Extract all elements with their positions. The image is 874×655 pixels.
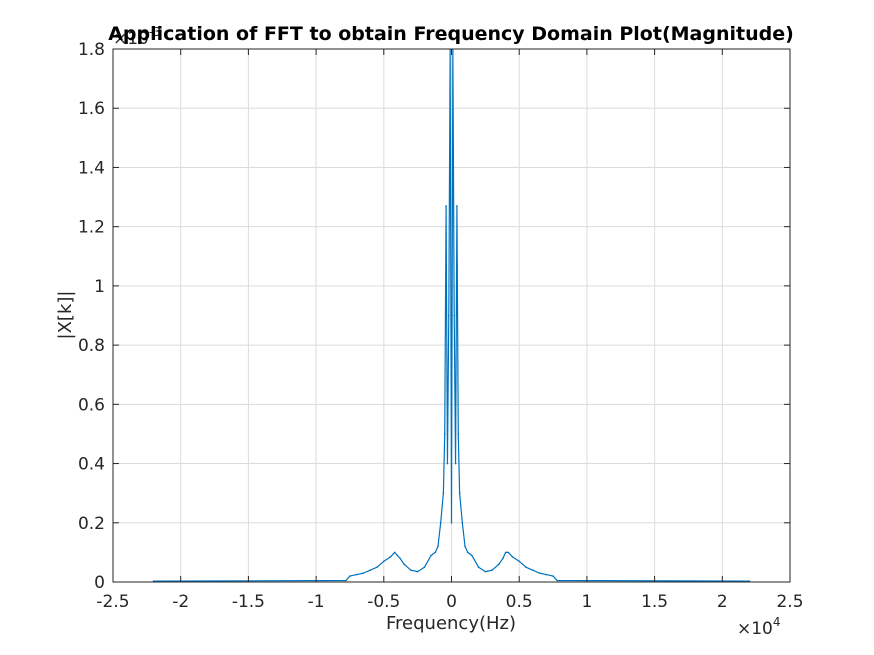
y-tick-label: 1 xyxy=(94,277,105,297)
y-tick-label: 1.6 xyxy=(78,99,105,119)
x-exponent: ×104 xyxy=(737,615,781,639)
data-point xyxy=(464,545,466,548)
data-layer xyxy=(152,49,751,582)
y-exponent: ×10-3 xyxy=(113,25,161,49)
x-tick-label: 0.5 xyxy=(506,592,533,612)
data-point xyxy=(393,551,396,554)
data-point xyxy=(477,566,480,568)
x-tick-label: -0.5 xyxy=(367,592,400,612)
data-point xyxy=(416,570,419,573)
data-point xyxy=(383,560,385,563)
data-point xyxy=(484,570,487,573)
data-point xyxy=(399,557,401,560)
data-point xyxy=(454,462,457,465)
data-point xyxy=(403,563,405,566)
y-tick-label: 0.4 xyxy=(78,455,105,475)
data-point xyxy=(389,556,392,558)
y-tick-label: 1.4 xyxy=(78,158,105,178)
x-tick-label: -2.5 xyxy=(96,592,129,612)
data-point xyxy=(369,569,372,571)
ticks xyxy=(112,48,791,583)
data-point xyxy=(362,572,365,574)
y-tick-label: 0.6 xyxy=(78,395,105,415)
data-point xyxy=(502,557,504,560)
x-tick-label: 1.5 xyxy=(641,592,668,612)
data-point xyxy=(545,573,548,576)
data-point xyxy=(450,521,453,524)
data-point xyxy=(498,563,500,566)
data-point xyxy=(396,554,399,557)
data-point xyxy=(430,554,432,557)
data-point xyxy=(466,551,469,554)
x-tick-label: -2 xyxy=(172,592,189,612)
x-tick-label: 2 xyxy=(717,592,728,612)
x-tick-label: 2.5 xyxy=(776,592,803,612)
data-point xyxy=(345,579,347,582)
data-point xyxy=(491,569,493,571)
x-tick-label: -1.5 xyxy=(232,592,265,612)
data-point xyxy=(531,569,534,571)
data-point xyxy=(518,560,520,563)
x-tick-label: -1 xyxy=(308,592,325,612)
data-point xyxy=(442,492,445,494)
data-point xyxy=(349,575,351,577)
data-point xyxy=(423,566,426,568)
data-point xyxy=(434,551,437,554)
y-tick-label: 0 xyxy=(94,573,105,593)
data-point xyxy=(443,433,446,435)
data-point xyxy=(437,545,439,548)
y-tick-label: 0.8 xyxy=(78,336,105,356)
x-axis-label: Frequency(Hz) xyxy=(386,613,516,634)
tick-labels: -2.5 -2 -1.5 -1 -0.5 0 0.5 1 1.5 2 2.5 0 0.2 0.4 0.6 0.… xyxy=(78,40,804,612)
data-point xyxy=(457,433,460,435)
data-point xyxy=(410,569,412,571)
data-point xyxy=(511,556,514,558)
data-point xyxy=(439,521,442,524)
chart-title: Application of FFT to obtain Frequency D… xyxy=(108,23,794,45)
data-point xyxy=(456,205,458,207)
data-point xyxy=(376,566,378,568)
data-point xyxy=(504,551,507,554)
data-point xyxy=(556,579,558,582)
data-point xyxy=(461,521,464,524)
data-point xyxy=(445,205,447,207)
data-point xyxy=(355,573,358,576)
data-point xyxy=(446,462,449,465)
data-point xyxy=(471,554,473,557)
data-point xyxy=(525,566,527,568)
data-point xyxy=(507,551,510,554)
data-point xyxy=(552,575,554,577)
data-point xyxy=(447,314,450,317)
data-point xyxy=(538,572,541,574)
x-tick-label: 0 xyxy=(446,592,457,612)
y-axis-label: |X[k]| xyxy=(55,291,76,340)
y-tick-label: 0.2 xyxy=(78,514,105,534)
y-tick-label: 1.8 xyxy=(78,40,105,60)
y-tick-label: 1.2 xyxy=(78,218,105,238)
data-point xyxy=(453,314,456,317)
data-point xyxy=(458,492,461,494)
x-tick-label: 1 xyxy=(581,592,592,612)
